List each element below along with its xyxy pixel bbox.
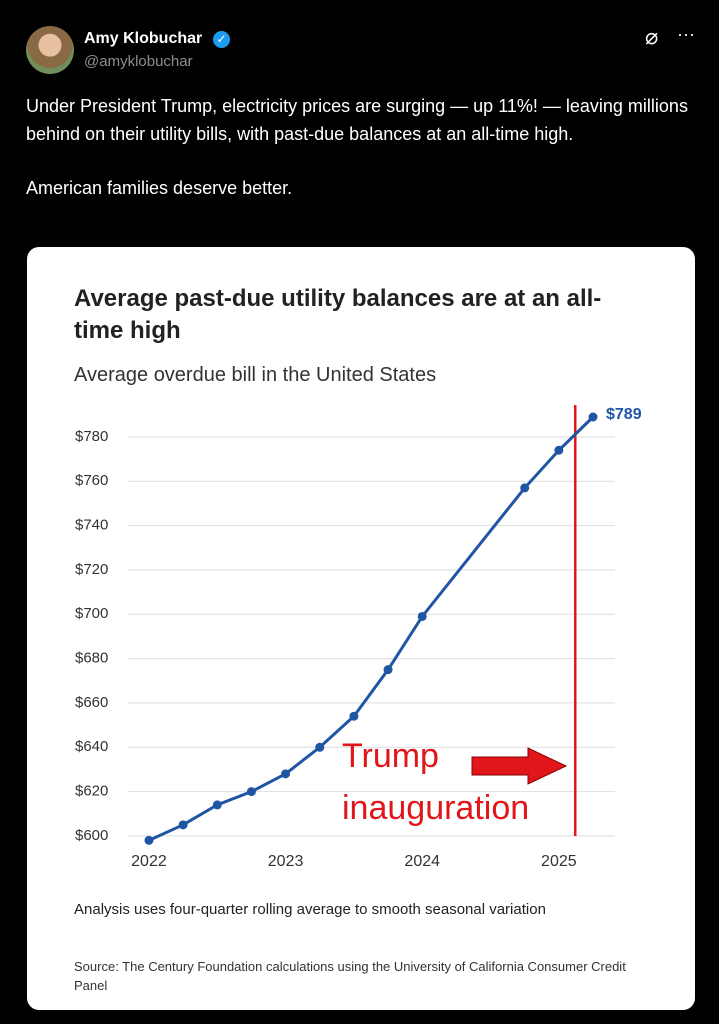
grok-icon[interactable]: ⌀ (645, 24, 659, 49)
paragraph: Under President Trump, electricity price… (26, 96, 688, 144)
chart-card (27, 247, 695, 1010)
paragraph: American families deserve better. (26, 178, 293, 198)
y-tick-label: $680 (75, 650, 108, 667)
point (588, 412, 598, 422)
tweet-text: Under President Trump, electricity price… (26, 92, 701, 202)
value-label: $789 (606, 406, 642, 423)
chart-note: Analysis uses four-quarter rolling avera… (74, 901, 546, 918)
point (178, 820, 188, 830)
y-tick-label: $640 (75, 738, 108, 755)
author-handle[interactable]: @amyklobuchar (84, 53, 193, 70)
y-tick-label: $780 (75, 428, 108, 445)
y-tick-label: $740 (75, 517, 108, 534)
verified-badge: ✓ (213, 31, 230, 48)
x-tick-label: 2024 (404, 853, 440, 870)
annotation-arrow (471, 747, 568, 785)
annotation-text: inauguration (342, 789, 529, 827)
point (554, 445, 564, 455)
y-tick-label: $620 (75, 783, 108, 800)
x-tick-label: 2023 (268, 853, 304, 870)
point (281, 769, 291, 779)
chart-title: Average past-due utility balances are at… (74, 285, 602, 344)
y-tick-label: $700 (75, 605, 108, 622)
chart-source: Source: The Century Foundation calculati… (74, 959, 626, 993)
y-tick-label: $760 (75, 472, 108, 489)
author-name[interactable]: Amy Klobuchar (84, 30, 203, 47)
more-button[interactable]: ··· (677, 24, 695, 44)
y-tick-label: $720 (75, 561, 108, 578)
y-tick-label: $600 (75, 827, 108, 844)
point (246, 787, 256, 797)
annotation-text: Trump (342, 737, 439, 775)
y-tick-label: $660 (75, 694, 108, 711)
x-tick-label: 2022 (131, 853, 167, 870)
line (148, 415, 595, 842)
point (520, 483, 530, 493)
x-tick-label: 2025 (541, 853, 577, 870)
point (417, 611, 427, 621)
point (315, 742, 325, 752)
avatar[interactable] (26, 26, 74, 74)
point (212, 800, 222, 810)
chart-subtitle: Average overdue bill in the United State… (74, 364, 437, 386)
point (383, 665, 393, 675)
point (144, 835, 154, 845)
point (349, 711, 359, 721)
